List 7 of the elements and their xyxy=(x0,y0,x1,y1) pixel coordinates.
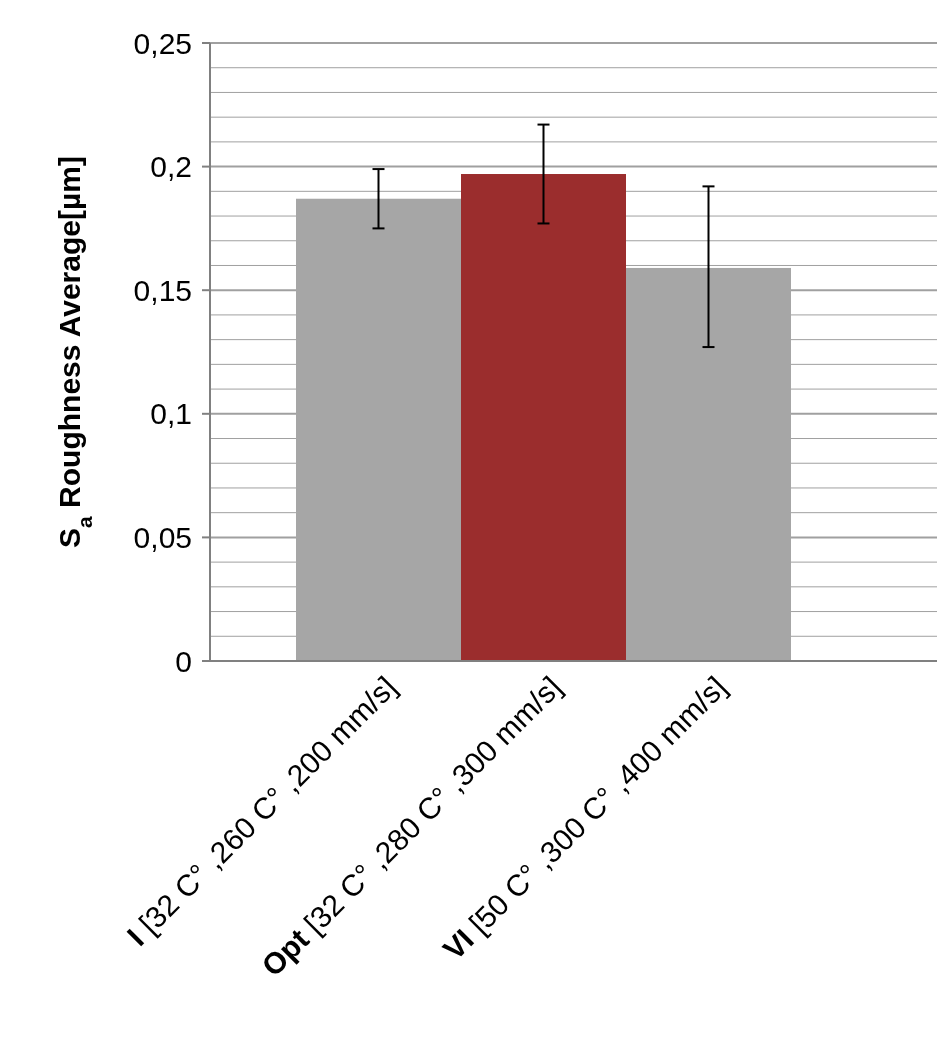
y-tick-label: 0,2 xyxy=(150,150,192,184)
y-tick-label: 0,1 xyxy=(150,397,192,431)
y-tick-label: 0,25 xyxy=(133,26,192,60)
y-tick-label: 0 xyxy=(175,644,192,678)
y-tick-label: 0,05 xyxy=(133,520,192,554)
bar xyxy=(461,174,626,661)
y-tick-label: 0,15 xyxy=(133,273,192,307)
